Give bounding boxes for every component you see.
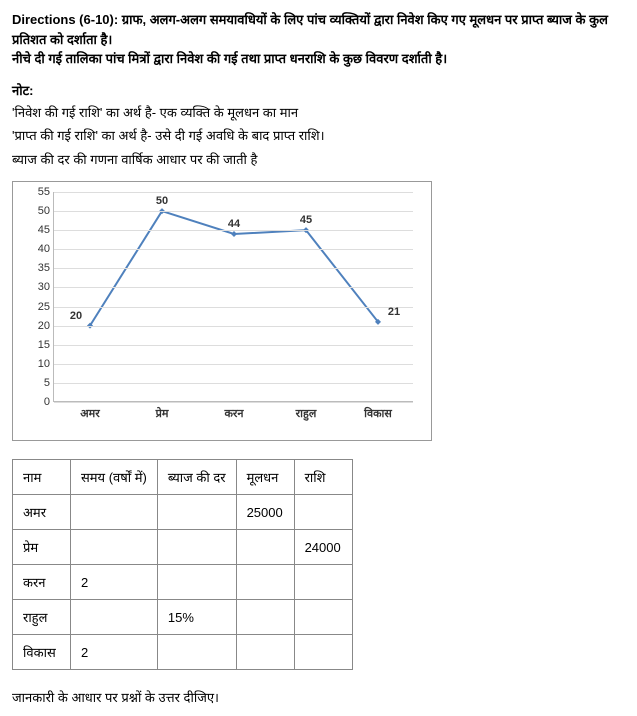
- directions-line1: Directions (6-10): ग्राफ, अलग-अलग समयावध…: [12, 12, 608, 47]
- cell: [157, 635, 236, 670]
- chart-x-label: राहुल: [296, 406, 317, 421]
- cell: [294, 635, 352, 670]
- chart-y-tick: 5: [26, 377, 50, 389]
- chart-y-tick: 35: [26, 262, 50, 274]
- chart-data-label: 45: [300, 214, 312, 226]
- data-table: नाम समय (वर्षों में) ब्याज की दर मूलधन र…: [12, 459, 353, 670]
- chart-x-label: अमर: [80, 406, 99, 421]
- chart-data-label: 20: [70, 310, 82, 322]
- chart-container: 0 5 10 15 20 25 30 35 40 45 50 55 अमर प्रेम करन राहुल वि…: [12, 181, 432, 441]
- directions-block: Directions (6-10): ग्राफ, अलग-अलग समयावध…: [12, 10, 625, 69]
- chart-data-label: 50: [156, 195, 168, 207]
- cell: [157, 495, 236, 530]
- cell: विकास: [13, 635, 71, 670]
- cell: [236, 565, 294, 600]
- chart-plot-area: 0510152025303540455055अमरप्रेमकरनराहुलवि…: [53, 192, 413, 402]
- chart-gridline: [54, 192, 413, 193]
- table-row: करन 2: [13, 565, 353, 600]
- table-row: राहुल 15%: [13, 600, 353, 635]
- chart-gridline: [54, 364, 413, 365]
- cell: [71, 600, 158, 635]
- cell: [157, 565, 236, 600]
- th-amount: राशि: [294, 460, 352, 495]
- chart-y-tick: 55: [26, 186, 50, 198]
- cell: [71, 530, 158, 565]
- cell: [236, 600, 294, 635]
- cell: [71, 495, 158, 530]
- cell: 24000: [294, 530, 352, 565]
- chart-y-tick: 50: [26, 205, 50, 217]
- chart-gridline: [54, 307, 413, 308]
- cell: प्रेम: [13, 530, 71, 565]
- directions-line2: नीचे दी गई तालिका पांच मित्रों द्वारा नि…: [12, 51, 447, 66]
- chart-y-tick: 15: [26, 339, 50, 351]
- footer-text: जानकारी के आधार पर प्रश्नों के उत्तर दीज…: [12, 688, 625, 706]
- cell: अमर: [13, 495, 71, 530]
- chart-gridline: [54, 402, 413, 403]
- th-time: समय (वर्षों में): [71, 460, 158, 495]
- cell: [294, 495, 352, 530]
- chart-gridline: [54, 268, 413, 269]
- chart-y-tick: 10: [26, 358, 50, 370]
- chart-data-label: 21: [388, 306, 400, 318]
- chart-y-tick: 20: [26, 320, 50, 332]
- chart-y-tick: 30: [26, 281, 50, 293]
- cell: [236, 635, 294, 670]
- chart-y-tick: 0: [26, 396, 50, 408]
- note-l2: 'प्राप्त की गई राशि' का अर्थ है- उसे दी …: [12, 126, 625, 146]
- note-title: नोट:: [12, 81, 625, 99]
- chart-gridline: [54, 211, 413, 212]
- cell: करन: [13, 565, 71, 600]
- cell: [294, 600, 352, 635]
- table-row: अमर 25000: [13, 495, 353, 530]
- chart-data-label: 44: [228, 218, 240, 230]
- chart-gridline: [54, 287, 413, 288]
- chart-gridline: [54, 345, 413, 346]
- chart-marker: [231, 231, 237, 237]
- table-header-row: नाम समय (वर्षों में) ब्याज की दर मूलधन र…: [13, 460, 353, 495]
- th-principal: मूलधन: [236, 460, 294, 495]
- cell: [157, 530, 236, 565]
- chart-x-label: करन: [224, 406, 243, 421]
- cell: 15%: [157, 600, 236, 635]
- th-name: नाम: [13, 460, 71, 495]
- note-l1: 'निवेश की गई राशि' का अर्थ है- एक व्यक्त…: [12, 103, 625, 123]
- chart-x-label: विकास: [364, 406, 392, 421]
- chart-gridline: [54, 326, 413, 327]
- table-row: प्रेम 24000: [13, 530, 353, 565]
- chart-y-tick: 40: [26, 243, 50, 255]
- chart-gridline: [54, 383, 413, 384]
- chart-x-label: प्रेम: [156, 406, 169, 421]
- table-row: विकास 2: [13, 635, 353, 670]
- chart-y-tick: 25: [26, 301, 50, 313]
- cell: राहुल: [13, 600, 71, 635]
- chart-gridline: [54, 230, 413, 231]
- note-block: नोट: 'निवेश की गई राशि' का अर्थ है- एक व…: [12, 81, 625, 170]
- chart-y-tick: 45: [26, 224, 50, 236]
- cell: 25000: [236, 495, 294, 530]
- cell: 2: [71, 635, 158, 670]
- chart-gridline: [54, 249, 413, 250]
- cell: 2: [71, 565, 158, 600]
- cell: [294, 565, 352, 600]
- note-l3: ब्याज की दर की गणना वार्षिक आधार पर की ज…: [12, 150, 625, 170]
- th-rate: ब्याज की दर: [157, 460, 236, 495]
- cell: [236, 530, 294, 565]
